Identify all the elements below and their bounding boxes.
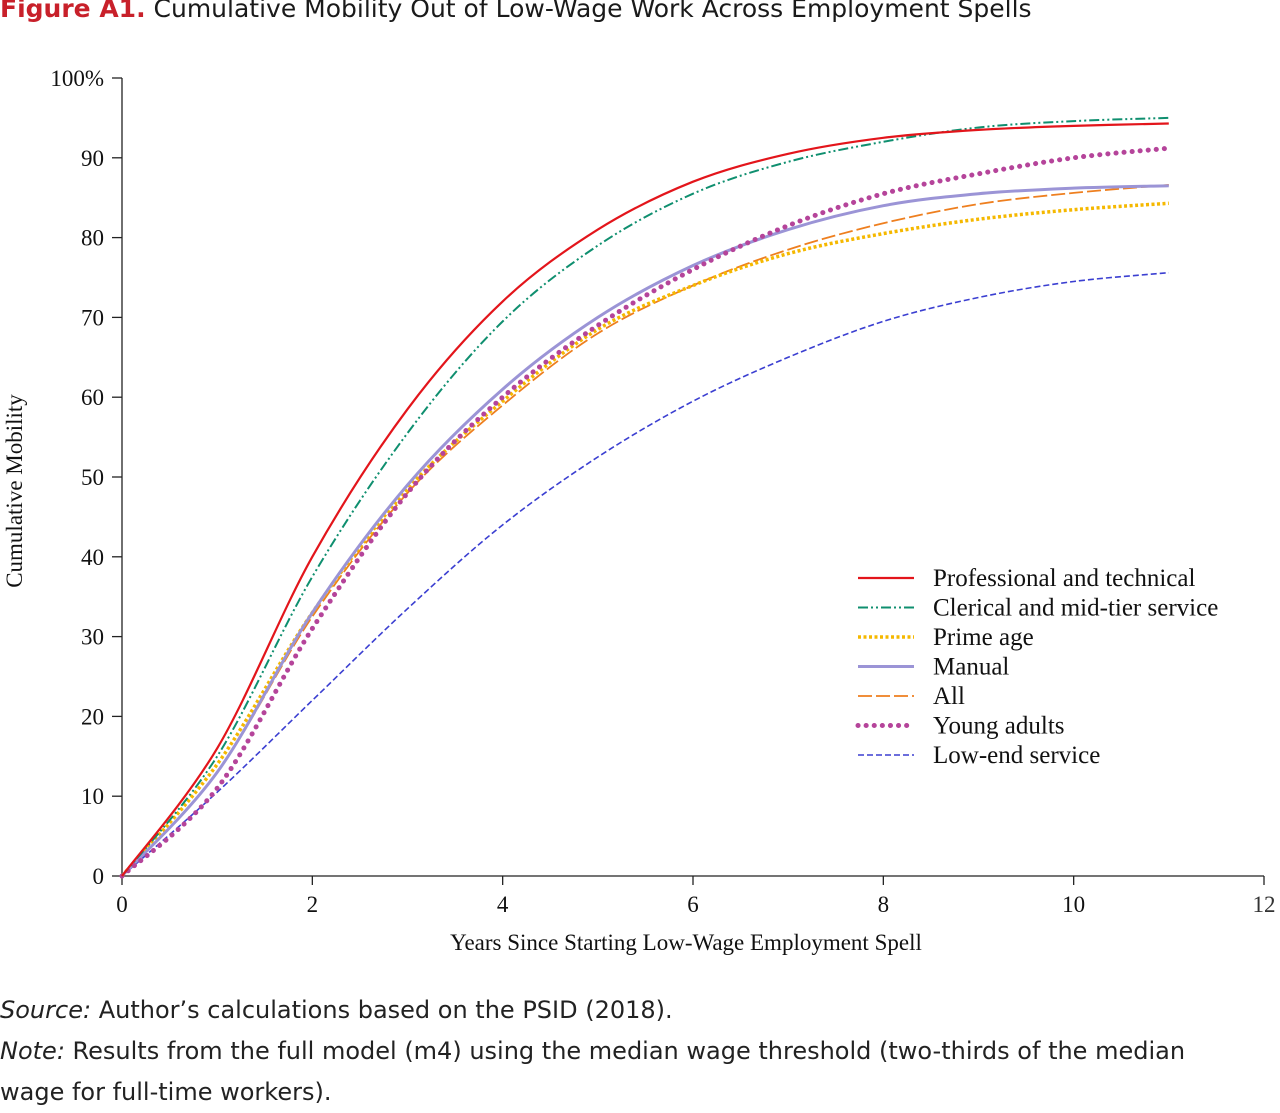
x-tick-label: 8 [878, 892, 890, 917]
y-tick-label: 80 [81, 226, 104, 251]
source-line: Source: Author’s calculations based on t… [0, 990, 1280, 1031]
x-tick-label: 12 [1253, 892, 1276, 917]
note-text-line1: Results from the full model (m4) using t… [72, 1037, 1186, 1065]
figure-label: Figure A1. [0, 0, 146, 23]
y-tick-label: 10 [81, 784, 104, 809]
y-tick-label: 0 [93, 864, 105, 889]
legend-label: Young adults [933, 713, 1065, 740]
figure-title: Figure A1. Cumulative Mobility Out of Lo… [0, 0, 1032, 23]
y-tick-label: 90 [81, 146, 104, 171]
mobility-line-chart: 0 10 20 30 40 50 60 70 80 90 100% 0 2 4 6 8 10 12 Cumula… [2, 66, 1276, 955]
source-text: Author’s calculations based on the PSID … [98, 996, 673, 1024]
note-line: Note: Results from the full model (m4) u… [0, 1031, 1280, 1072]
source-label: Source: [0, 996, 92, 1024]
figure-title-text: Cumulative Mobility Out of Low-Wage Work… [153, 0, 1032, 23]
series-lines [119, 116, 1172, 879]
x-tick-label: 0 [116, 892, 128, 917]
series-line-low-end-service [121, 271, 1169, 877]
y-tick-label: 70 [81, 305, 104, 330]
note-line-2: wage for full-time workers). [0, 1072, 1280, 1113]
x-ticks: 0 2 4 6 8 10 12 [116, 876, 1276, 917]
x-tick-label: 6 [687, 892, 699, 917]
x-axis-label: Years Since Starting Low-Wage Employment… [450, 930, 922, 955]
chart-legend: Professional and technical Clerical and m… [855, 565, 1218, 769]
y-tick-label: 60 [81, 385, 104, 410]
legend-label: Clerical and mid-tier service [933, 595, 1218, 622]
series-line-professional-and-technical [121, 122, 1169, 877]
y-tick-label: 20 [81, 704, 104, 729]
note-label: Note: [0, 1037, 65, 1065]
legend-label: Professional and technical [933, 565, 1195, 592]
legend-label: All [933, 683, 965, 710]
note-text-line2: wage for full-time workers). [0, 1078, 332, 1106]
series-line-prime-age [120, 201, 1169, 878]
y-axis-label: Cumulative Mobility [2, 394, 27, 588]
x-tick-label: 10 [1062, 892, 1085, 917]
series-line-clerical-and-mid-tier-service [121, 116, 1169, 877]
legend-label: Manual [933, 654, 1009, 681]
y-tick-label: 50 [81, 465, 104, 490]
y-ticks: 0 10 20 30 40 50 60 70 80 90 100% [50, 66, 122, 889]
figure-notes: Source: Author’s calculations based on t… [0, 990, 1280, 1113]
legend-label: Prime age [933, 624, 1034, 651]
y-tick-label: 30 [81, 625, 104, 650]
y-tick-label: 100% [50, 66, 104, 91]
x-tick-label: 4 [497, 892, 509, 917]
series-line-young-adults [119, 145, 1172, 879]
x-tick-label: 2 [307, 892, 319, 917]
series-line-manual [120, 184, 1169, 878]
legend-label: Low-end service [933, 742, 1100, 769]
y-tick-label: 40 [81, 545, 104, 570]
